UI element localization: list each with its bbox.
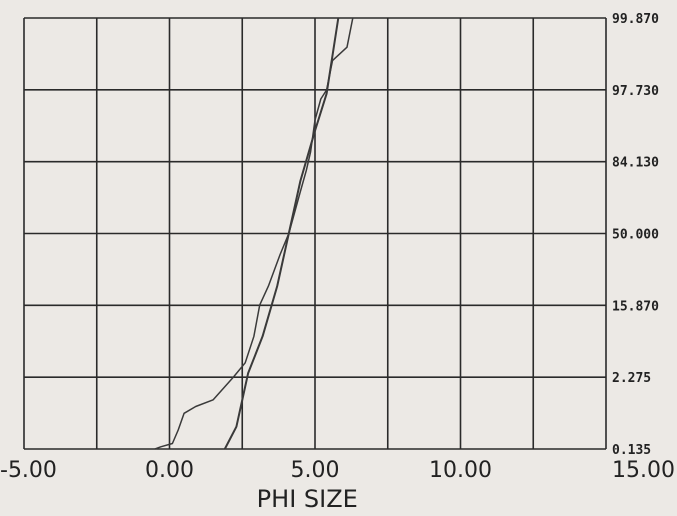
y-tick-label: 2.275 [612, 371, 651, 386]
x-tick-label: 15.00 [612, 458, 675, 483]
series-line-1 [154, 17, 354, 450]
x-tick-labels: -5.00 0.00 5.00 10.00 15.00 [0, 458, 675, 483]
x-tick-label: 10.00 [429, 458, 492, 483]
y-tick-label: 50.000 [612, 228, 659, 243]
x-tick-label: -5.00 [0, 458, 57, 483]
y-tick-labels: 0.135 2.275 15.870 50.000 84.130 97.730 99.870 [612, 12, 659, 458]
y-tick-label: 99.870 [612, 12, 659, 27]
y-tick-label: 97.730 [612, 84, 659, 99]
x-tick-label: 0.00 [145, 458, 194, 483]
series-line-2 [223, 17, 340, 450]
series-group [154, 17, 354, 450]
y-tick-label: 15.870 [612, 299, 659, 314]
horizontal-gridlines [24, 17, 606, 450]
x-axis-label: PHI SIZE [257, 485, 358, 513]
y-tick-label: 0.135 [612, 443, 651, 458]
x-tick-label: 5.00 [291, 458, 340, 483]
y-tick-label: 84.130 [612, 156, 659, 171]
